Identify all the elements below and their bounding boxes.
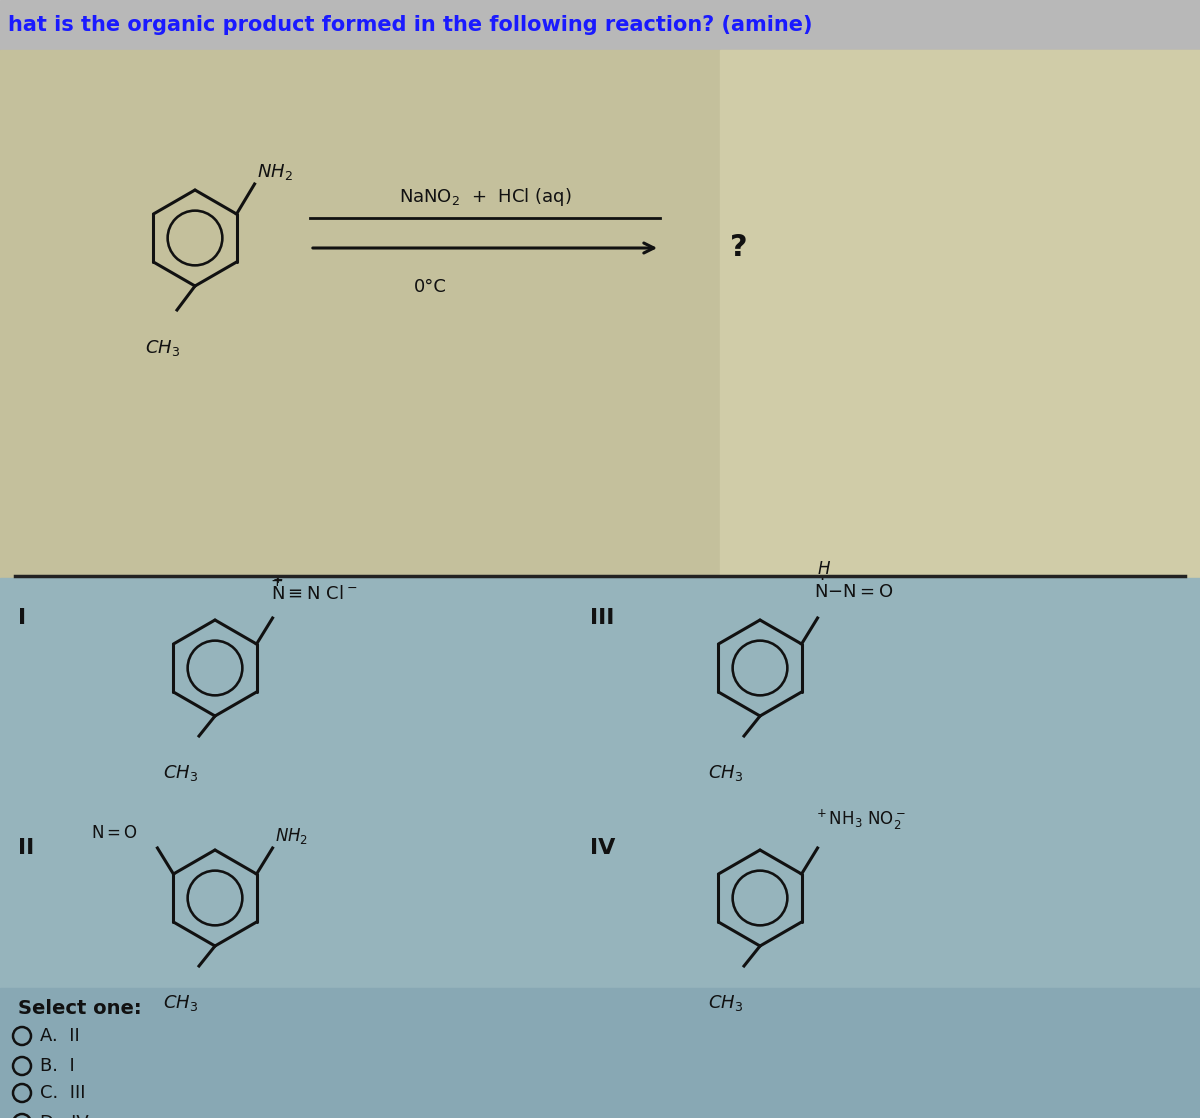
Text: I: I (18, 608, 26, 628)
Text: A.  II: A. II (40, 1027, 79, 1045)
Bar (0, 988, 1200, 1118)
Text: $\mathregular{\dot{N}{-}N{=}O}$: $\mathregular{\dot{N}{-}N{=}O}$ (814, 579, 893, 601)
Text: III: III (590, 608, 614, 628)
Text: II: II (18, 838, 35, 858)
Bar (0, 0, 1200, 50)
Bar (720, 50, 1200, 578)
Text: B.  I: B. I (40, 1057, 74, 1076)
Text: D.  IV: D. IV (40, 1114, 89, 1118)
Text: $\mathregular{^+NH_3\ NO_2^-}$: $\mathregular{^+NH_3\ NO_2^-}$ (814, 807, 906, 832)
Text: 0°C: 0°C (414, 278, 446, 296)
Text: H: H (817, 560, 830, 578)
Text: $\mathregular{N{=}O}$: $\mathregular{N{=}O}$ (91, 824, 138, 842)
Text: Select one:: Select one: (18, 998, 142, 1017)
Text: $\mathit{NH_2}$: $\mathit{NH_2}$ (257, 162, 293, 182)
Text: $\mathit{CH_3}$: $\mathit{CH_3}$ (708, 762, 743, 783)
Text: IV: IV (590, 838, 616, 858)
Text: $\mathregular{NaNO_2}$  +  HCl (aq): $\mathregular{NaNO_2}$ + HCl (aq) (398, 186, 571, 208)
Text: $\mathit{CH_3}$: $\mathit{CH_3}$ (163, 993, 198, 1013)
Text: +: + (270, 575, 283, 589)
Text: $\mathregular{\overset{+}{N}{\equiv}N\ Cl^-}$: $\mathregular{\overset{+}{N}{\equiv}N\ C… (270, 576, 356, 604)
Text: C.  III: C. III (40, 1084, 85, 1102)
Text: $\mathit{CH_3}$: $\mathit{CH_3}$ (145, 338, 180, 358)
Text: $\mathit{CH_3}$: $\mathit{CH_3}$ (163, 762, 198, 783)
Text: $\mathit{CH_3}$: $\mathit{CH_3}$ (708, 993, 743, 1013)
Text: $\mathit{NH_2}$: $\mathit{NH_2}$ (275, 826, 307, 846)
Text: ?: ? (730, 234, 748, 263)
Bar (0, 50, 1200, 578)
Bar (0, 578, 1200, 1118)
Text: hat is the organic product formed in the following reaction? (amine): hat is the organic product formed in the… (8, 15, 812, 35)
